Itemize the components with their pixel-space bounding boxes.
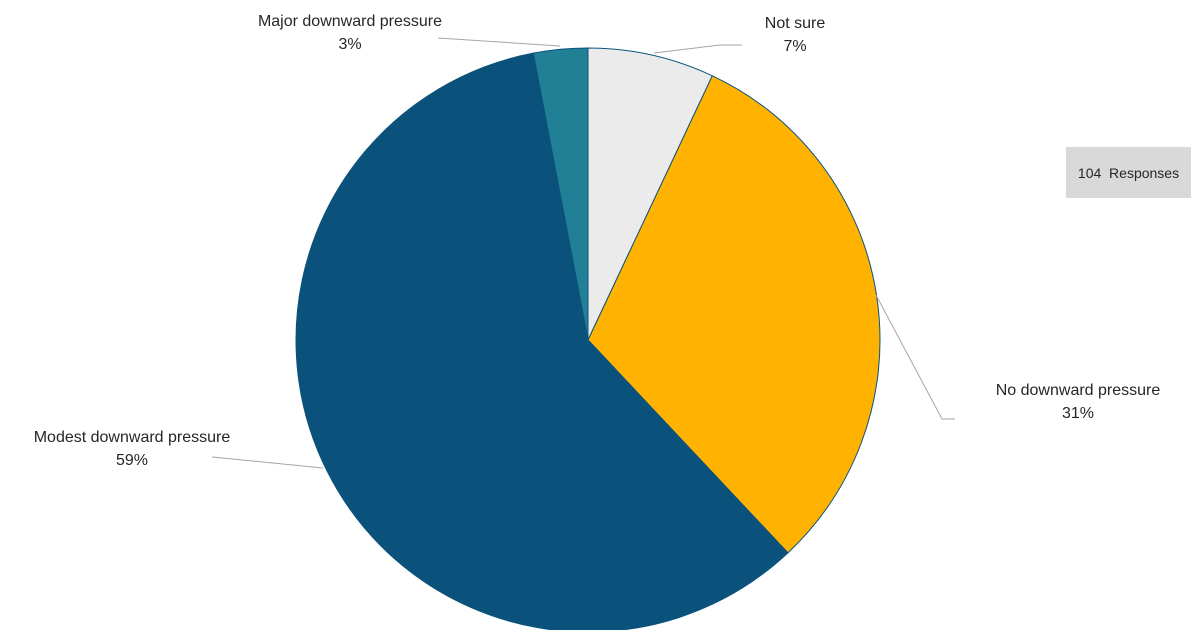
- slice-label-no-downward-pressure: No downward pressure: [996, 382, 1161, 399]
- pie-slice-not-sure: [587, 47, 713, 341]
- pie-slices: [295, 47, 881, 630]
- leader-line-no-downward-pressure: [875, 294, 955, 420]
- leader-line-major-downward-pressure: [437, 37, 561, 47]
- leader-line-modest-downward-pressure: [211, 456, 324, 469]
- slice-value-major-downward-pressure: 3%: [338, 36, 361, 53]
- slice-value-not-sure: 7%: [783, 38, 806, 55]
- slice-labels: Not sure 7% No downward pressure 31% Modest …: [34, 13, 1161, 469]
- slice-value-modest-downward-pressure: 59%: [116, 452, 148, 469]
- responses-count-badge: 104 Responses: [1066, 147, 1191, 198]
- slice-value-no-downward-pressure: 31%: [1062, 405, 1094, 422]
- slice-label-modest-downward-pressure: Modest downward pressure: [34, 429, 231, 446]
- leader-line-not-sure: [653, 44, 742, 54]
- pie-slice-no-downward-pressure: [587, 75, 881, 554]
- slice-label-not-sure: Not sure: [765, 15, 826, 32]
- slice-label-major-downward-pressure: Major downward pressure: [258, 13, 442, 30]
- pie-slice-major-downward-pressure: [532, 47, 589, 341]
- pie-slice-modest-downward-pressure: [295, 52, 789, 630]
- leader-lines: [211, 37, 955, 469]
